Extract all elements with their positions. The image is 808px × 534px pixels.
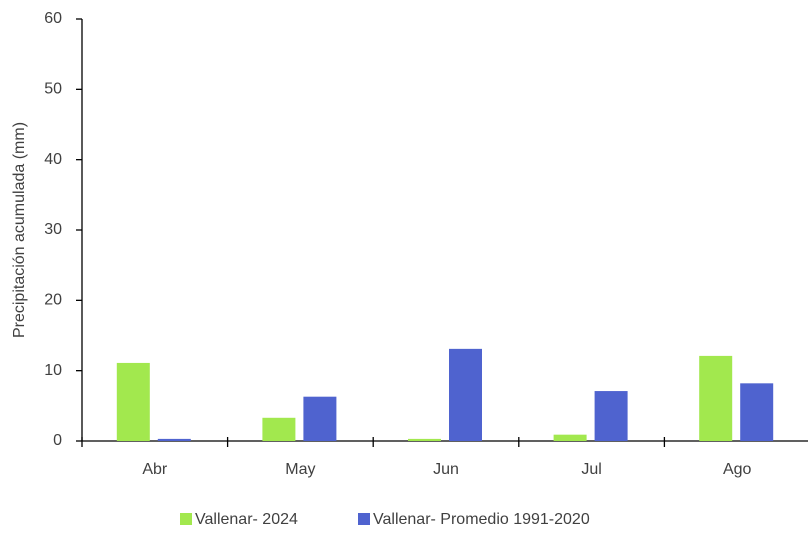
y-tick-label: 40 — [44, 151, 62, 168]
y-axis-label: Precipitación acumulada (mm) — [11, 122, 28, 338]
y-tick-label: 10 — [44, 362, 62, 379]
x-tick-label: Jun — [433, 461, 459, 478]
bar — [408, 438, 441, 441]
y-tick-label: 0 — [53, 432, 62, 449]
x-tick-label: May — [285, 461, 315, 478]
y-tick-label: 20 — [44, 292, 62, 309]
y-tick-label: 60 — [44, 10, 62, 27]
y-tick-label: 50 — [44, 81, 62, 98]
bar — [303, 396, 337, 441]
legend-swatch — [358, 513, 370, 525]
bar — [699, 355, 733, 441]
bar — [157, 438, 191, 441]
x-tick-label: Ago — [723, 461, 752, 478]
bar — [553, 434, 587, 441]
y-tick-label: 30 — [44, 221, 62, 238]
legend-label: Vallenar- 2024 — [195, 511, 298, 528]
x-tick-label: Abr — [142, 461, 168, 478]
bar — [740, 383, 774, 441]
legend-swatch — [180, 513, 192, 525]
bar — [262, 417, 296, 441]
x-tick-label: Jul — [581, 461, 601, 478]
bar — [116, 362, 150, 441]
bar — [594, 391, 628, 441]
bar — [449, 348, 482, 441]
legend-label: Vallenar- Promedio 1991-2020 — [373, 511, 590, 528]
